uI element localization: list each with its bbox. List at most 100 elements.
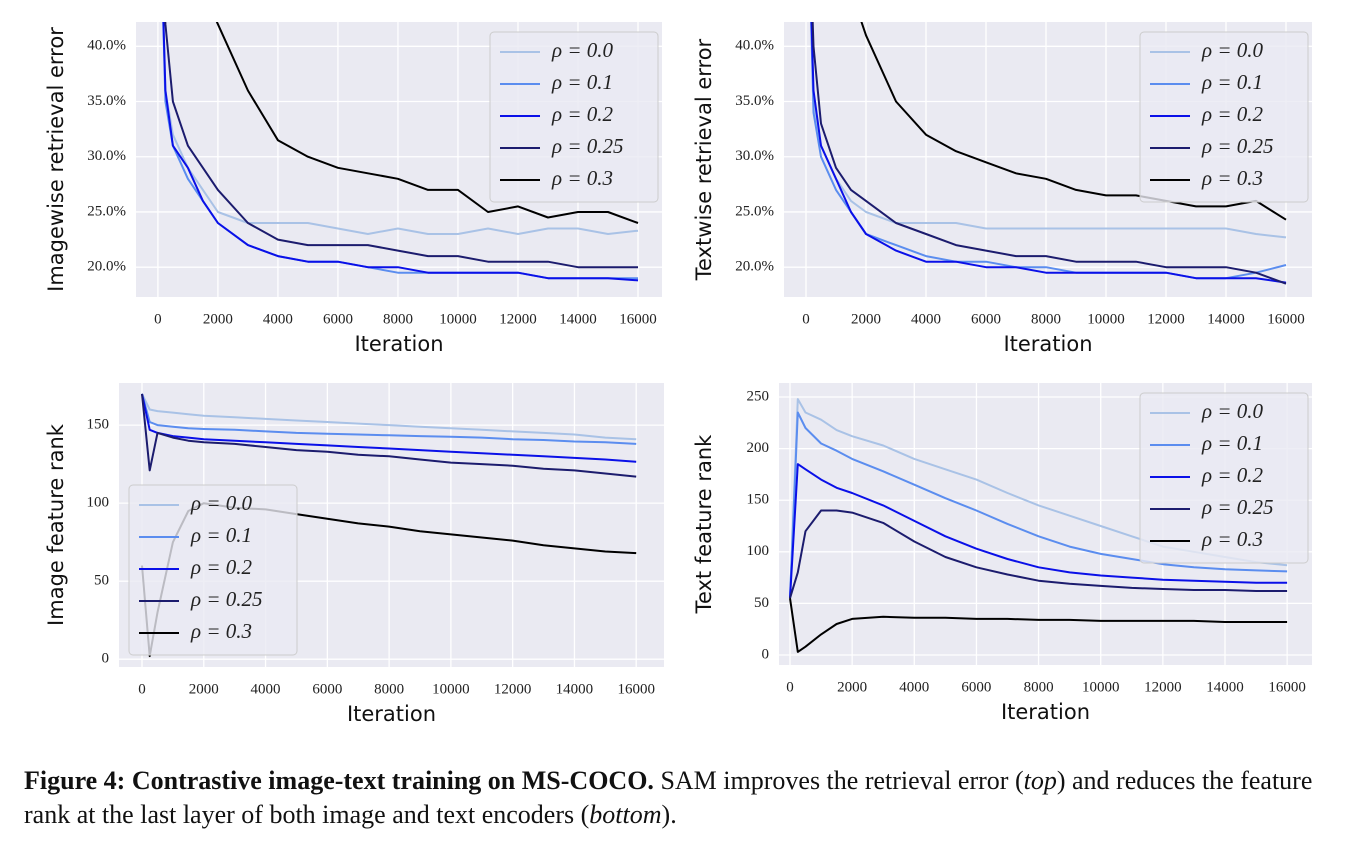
y-tick-label: 35.0% <box>735 93 774 109</box>
x-tick-label: 16000 <box>617 681 655 697</box>
caption-text: top <box>1023 766 1057 795</box>
x-tick-label: 12000 <box>499 311 537 327</box>
legend-label: ρ = 0.1 <box>190 523 252 547</box>
y-tick-label: 50 <box>94 573 109 589</box>
x-tick-label: 8000 <box>374 681 404 697</box>
x-tick-label: 4000 <box>263 311 293 327</box>
y-axis-label: Image feature rank <box>44 423 68 626</box>
chart: 0 50 100 150 200 250 0 2000 4000 6000 8000 10000 120… <box>692 383 1312 724</box>
caption-text: ) and reduces the feature rank at the la… <box>24 766 1313 829</box>
legend-label: ρ = 0.0 <box>1201 399 1264 423</box>
x-tick-label: 6000 <box>961 679 991 695</box>
legend-label: ρ = 0.3 <box>1201 166 1263 190</box>
x-tick-label: 2000 <box>189 681 219 697</box>
y-tick-label: 30.0% <box>735 148 774 164</box>
legend-label: ρ = 0.2 <box>190 555 253 579</box>
y-tick-label: 150 <box>747 492 770 508</box>
caption-text: SAM improves the retrieval error ( <box>660 766 1024 795</box>
y-tick-label: 250 <box>747 388 770 404</box>
series-line <box>215 22 639 224</box>
series-line <box>162 22 639 282</box>
x-axis-label: Iteration <box>1003 332 1092 356</box>
series-line <box>141 393 637 463</box>
y-tick-label: 40.0% <box>735 38 774 54</box>
legend-label: ρ = 0.2 <box>551 102 614 126</box>
y-axis-label: Imagewise retrieval error <box>44 27 68 292</box>
y-tick-label: 35.0% <box>87 93 126 109</box>
legend-label: ρ = 0.1 <box>1201 70 1263 94</box>
x-tick-label: 6000 <box>971 311 1001 327</box>
x-tick-label: 8000 <box>1031 311 1061 327</box>
legend-label: ρ = 0.3 <box>190 619 252 643</box>
x-tick-label: 16000 <box>1268 679 1306 695</box>
legend-label: ρ = 0.1 <box>1201 431 1263 455</box>
caption: Figure 4: Contrastive image-text trainin… <box>24 764 1344 832</box>
legend: ρ = 0.0 ρ = 0.1 ρ = 0.2 ρ = 0.25 ρ = 0.3 <box>1139 392 1309 564</box>
x-tick-label: 12000 <box>1147 311 1185 327</box>
series-line <box>141 393 637 445</box>
y-tick-label: 25.0% <box>735 203 774 219</box>
series-line <box>810 22 1287 284</box>
series-line <box>789 463 1288 599</box>
legend: ρ = 0.0 ρ = 0.1 ρ = 0.2 ρ = 0.25 ρ = 0.3 <box>128 484 298 656</box>
y-axis-label: Text feature rank <box>692 434 716 614</box>
caption-text: ). <box>661 800 677 829</box>
x-tick-label: 0 <box>802 311 810 327</box>
x-tick-label: 4000 <box>911 311 941 327</box>
x-tick-label: 2000 <box>203 311 233 327</box>
legend-label: ρ = 0.0 <box>1201 38 1264 62</box>
series-line <box>141 393 637 441</box>
x-tick-label: 8000 <box>1024 679 1054 695</box>
caption-text: bottom <box>589 800 662 829</box>
chart: 0 50 100 150 0 2000 4000 6000 8000 10000 12000 1400… <box>44 383 664 726</box>
y-tick-label: 100 <box>747 543 770 559</box>
x-tick-label: 0 <box>138 681 146 697</box>
x-tick-label: 4000 <box>899 679 929 695</box>
x-tick-label: 2000 <box>851 311 881 327</box>
series-line <box>141 393 637 478</box>
y-tick-label: 25.0% <box>87 203 126 219</box>
x-tick-label: 0 <box>154 311 162 327</box>
x-axis-label: Iteration <box>1001 700 1090 724</box>
x-tick-label: 14000 <box>1206 679 1244 695</box>
legend-label: ρ = 0.3 <box>1201 527 1263 551</box>
x-tick-label: 6000 <box>323 311 353 327</box>
series-group <box>810 22 1287 285</box>
legend-label: ρ = 0.25 <box>1201 134 1274 158</box>
y-tick-label: 50 <box>754 595 769 611</box>
x-tick-label: 10000 <box>1087 311 1125 327</box>
series-line <box>789 411 1288 599</box>
legend-box <box>128 484 298 656</box>
series-group <box>162 22 639 282</box>
x-tick-label: 6000 <box>312 681 342 697</box>
x-tick-label: 10000 <box>439 311 477 327</box>
x-tick-label: 2000 <box>837 679 867 695</box>
y-axis-label: Textwise retrieval error <box>692 38 716 281</box>
x-tick-label: 10000 <box>432 681 470 697</box>
legend-box <box>489 31 659 203</box>
y-tick-label: 30.0% <box>87 148 126 164</box>
y-tick-label: 150 <box>87 417 110 433</box>
x-tick-label: 0 <box>786 679 794 695</box>
x-tick-label: 14000 <box>559 311 597 327</box>
legend: ρ = 0.0 ρ = 0.1 ρ = 0.2 ρ = 0.25 ρ = 0.3 <box>1139 31 1309 203</box>
y-tick-label: 0 <box>102 651 110 667</box>
series-line <box>860 22 1287 221</box>
legend-label: ρ = 0.1 <box>551 70 613 94</box>
x-tick-label: 10000 <box>1082 679 1120 695</box>
series-line <box>789 509 1288 599</box>
x-tick-label: 14000 <box>1207 311 1245 327</box>
series-line <box>811 22 1287 285</box>
figure: 20.0%25.0%30.0%35.0%40.0%0 2000 4000 6000 80… <box>44 22 1312 726</box>
legend-label: ρ = 0.25 <box>551 134 624 158</box>
x-tick-label: 12000 <box>494 681 532 697</box>
legend-label: ρ = 0.3 <box>551 166 613 190</box>
y-tick-label: 100 <box>87 495 110 511</box>
x-tick-label: 14000 <box>556 681 594 697</box>
x-axis-label: Iteration <box>354 332 443 356</box>
legend-label: ρ = 0.2 <box>1201 102 1264 126</box>
chart: 20.0% 25.0% 30.0% 35.0% 40.0% 0 2000 4000 6000 80… <box>44 22 662 356</box>
caption-title: Figure 4: Contrastive image-text trainin… <box>24 766 654 795</box>
legend-box <box>1139 392 1309 564</box>
